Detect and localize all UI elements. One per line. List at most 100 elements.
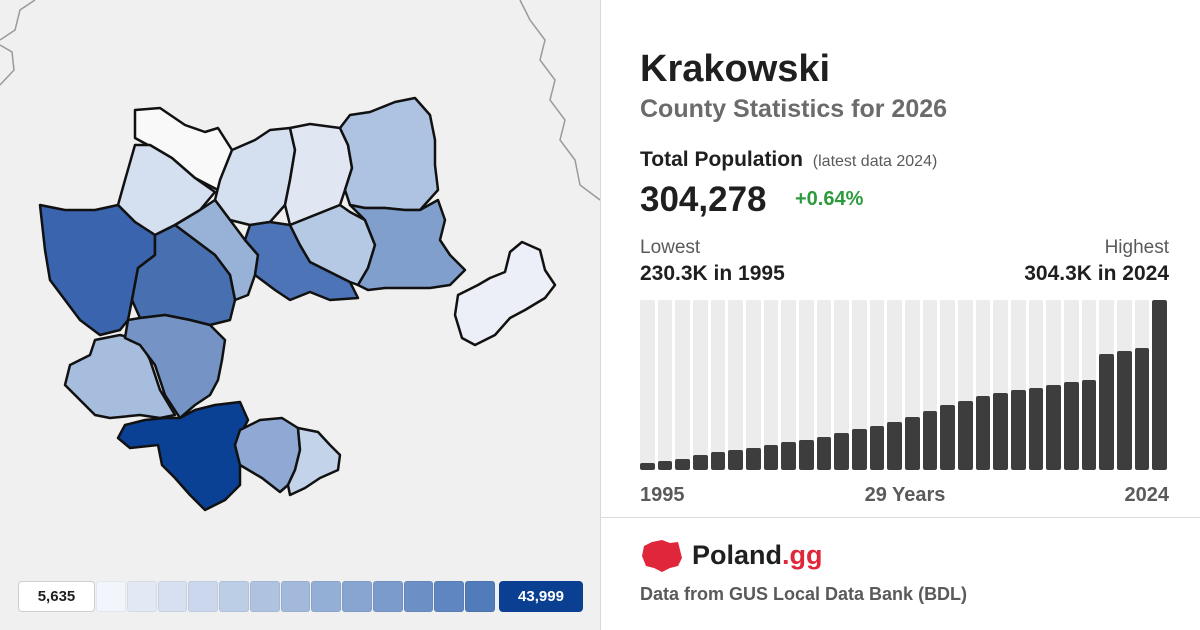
bar-fill-2015 [993, 392, 1008, 470]
bar-1998 [693, 300, 708, 470]
legend-swatch [465, 581, 495, 612]
region-16[interactable] [286, 426, 342, 497]
legend-swatch [188, 581, 219, 612]
bar-fill-1995 [640, 463, 655, 470]
legend-swatch [280, 581, 311, 612]
region-11[interactable] [348, 198, 467, 292]
legend-swatch [126, 581, 157, 612]
bar-fill-2004 [799, 440, 814, 470]
bar-fill-2022 [1117, 350, 1132, 470]
bar-2017 [1028, 300, 1044, 470]
bar-2013 [958, 300, 973, 470]
bar-2008 [869, 300, 885, 470]
bar-fill-2023 [1134, 347, 1150, 470]
county-map[interactable] [0, 0, 600, 580]
lowest-value: 230.3K in 1995 [640, 262, 785, 285]
bar-2006 [834, 300, 849, 470]
legend-swatches [96, 581, 496, 612]
region-5[interactable] [338, 96, 440, 212]
legend-swatch [372, 581, 403, 612]
population-value: 304,278 [640, 180, 767, 219]
bar-fill-2012 [940, 405, 955, 470]
bar-2005 [816, 300, 832, 470]
bar-1997 [675, 300, 690, 470]
bar-fill-2005 [816, 436, 832, 470]
bar-1996 [657, 300, 673, 470]
bar-2024 [1152, 300, 1167, 470]
bar-fill-1999 [710, 452, 726, 470]
legend-min-value: 5,635 [18, 581, 95, 612]
region-17[interactable] [453, 240, 557, 347]
brand-name-text: Poland [692, 540, 783, 570]
bar-2004 [799, 300, 814, 470]
poland-map-icon [642, 540, 682, 572]
bar-1995 [640, 300, 655, 470]
bar-fill-2002 [763, 445, 779, 470]
legend-swatch [403, 581, 434, 612]
bar-2015 [993, 300, 1008, 470]
bar-fill-2008 [869, 425, 885, 470]
bar-fill-2003 [781, 442, 796, 470]
bar-fill-2016 [1011, 390, 1026, 470]
page-subtitle: County Statistics for 2026 [640, 95, 948, 123]
bar-fill-2021 [1099, 353, 1114, 470]
bar-fill-1998 [693, 455, 708, 470]
info-panel: Krakowski County Statistics for 2026 Tot… [600, 0, 1200, 630]
bar-2023 [1134, 300, 1150, 470]
neighbor-boundary [0, 44, 15, 86]
highest-value: 304.3K in 2024 [1024, 262, 1169, 285]
legend-swatch [249, 581, 280, 612]
bar-fill-1996 [657, 460, 673, 470]
chart-axis-middle: 29 Years [864, 484, 946, 506]
neighbor-boundary [519, 0, 600, 201]
legend-max-value: 43,999 [499, 581, 583, 612]
bar-2007 [852, 300, 867, 470]
bar-fill-2014 [975, 396, 991, 470]
bar-fill-2001 [746, 447, 761, 470]
neighbor-boundary [0, 0, 36, 41]
map-panel: 5,635 43,999 [0, 0, 601, 630]
map-legend: 5,635 43,999 [18, 581, 583, 612]
bar-2012 [940, 300, 955, 470]
bar-fill-2006 [834, 433, 849, 470]
bar-1999 [710, 300, 726, 470]
region-14[interactable] [116, 400, 250, 512]
bar-2022 [1117, 300, 1132, 470]
population-label-text: Total Population [640, 148, 803, 171]
chart-axis-end: 2024 [1124, 484, 1170, 506]
bar-2000 [728, 300, 743, 470]
bar-2010 [905, 300, 920, 470]
page-title: Krakowski [640, 48, 831, 90]
brand-name: Poland.gg [692, 540, 823, 571]
divider [600, 517, 1200, 518]
region-13[interactable] [123, 313, 227, 420]
bar-2021 [1099, 300, 1114, 470]
bar-2020 [1081, 300, 1097, 470]
bar-2003 [781, 300, 796, 470]
legend-swatch [157, 581, 188, 612]
chart-axis-start: 1995 [640, 484, 685, 506]
bar-fill-2019 [1064, 382, 1079, 470]
bar-fill-2010 [905, 417, 920, 470]
legend-swatch [434, 581, 465, 612]
legend-swatch [311, 581, 342, 612]
bar-2001 [746, 300, 761, 470]
bar-fill-2018 [1046, 385, 1061, 470]
bar-fill-2011 [922, 411, 938, 470]
bar-2002 [763, 300, 779, 470]
bar-fill-2020 [1081, 379, 1097, 470]
bar-fill-2009 [887, 421, 902, 470]
highest-label: Highest [1104, 237, 1169, 258]
legend-swatch [219, 581, 249, 612]
bar-fill-2017 [1028, 388, 1044, 470]
population-note: (latest data 2024) [812, 153, 938, 170]
population-label: Total Population (latest data 2024) [640, 148, 937, 172]
bar-2014 [975, 300, 991, 470]
bar-2009 [887, 300, 902, 470]
bar-fill-1997 [675, 458, 690, 470]
bar-2011 [922, 300, 938, 470]
bar-2019 [1064, 300, 1079, 470]
lowest-label: Lowest [640, 237, 701, 258]
bar-fill-2024 [1152, 300, 1167, 470]
population-bar-chart [640, 300, 1170, 470]
